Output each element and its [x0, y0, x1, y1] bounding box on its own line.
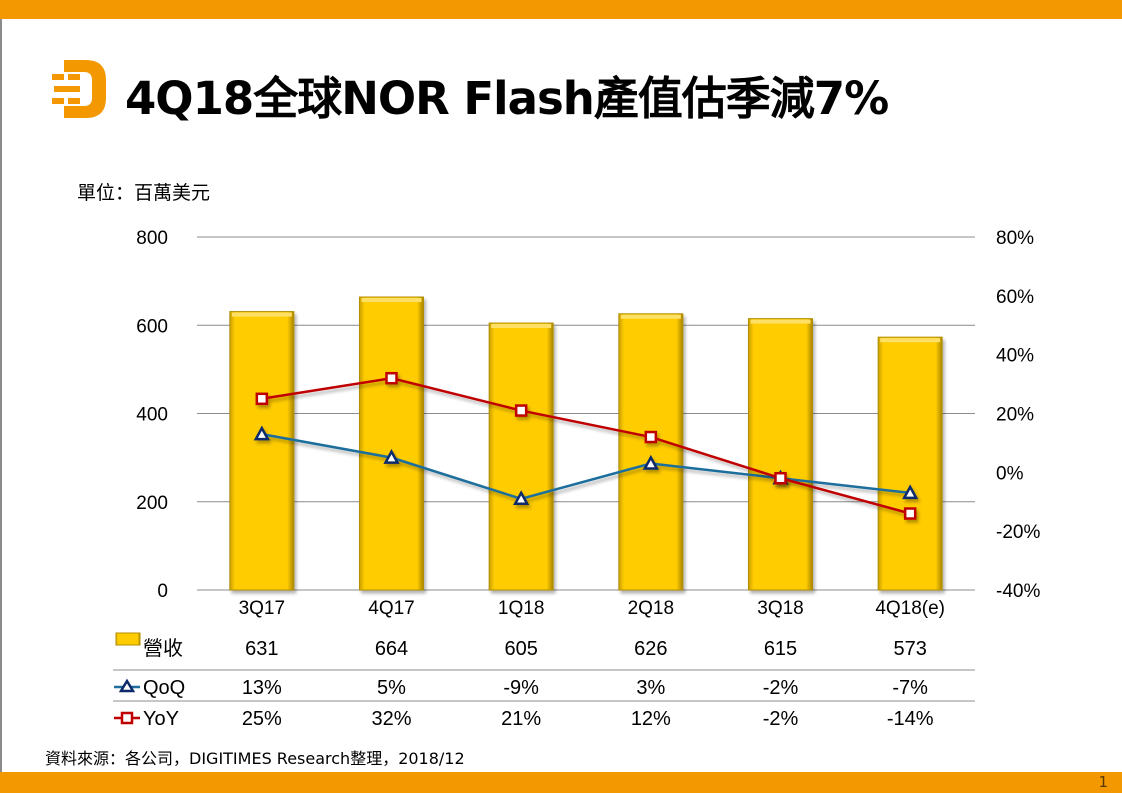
- yoy-point: [385, 371, 398, 385]
- table-cell-: 605: [504, 638, 537, 660]
- table-cell-qoq: 13%: [242, 677, 282, 699]
- y2-axis-tick-label: 60%: [996, 287, 1034, 308]
- legend-label-revenue: 營收: [143, 636, 183, 660]
- yoy-line: [261, 376, 911, 515]
- page-title: 4Q18全球NOR Flash產值估季減7%: [125, 72, 889, 125]
- bar: [748, 318, 813, 591]
- x-axis-tick-label: 4Q17: [368, 598, 414, 619]
- bar-top-bevel: [361, 298, 422, 303]
- table-cell-: 615: [764, 638, 797, 660]
- series-yoy: [255, 371, 917, 520]
- bar: [359, 296, 424, 591]
- table-cell-yoy: -2%: [763, 708, 799, 730]
- top-accent-bar: [0, 0, 1122, 19]
- x-axis-tick-label: 2Q18: [628, 598, 674, 619]
- bar-top-bevel: [231, 312, 292, 317]
- bar: [618, 313, 684, 591]
- bar: [488, 322, 554, 591]
- page-number: 1: [1098, 773, 1108, 791]
- axes: 0 200 400 600 800 -40% -20% 0% 20% 40% 60% 80% 3Q17 4…: [136, 228, 1040, 619]
- y-axis-tick-label: 200: [136, 493, 168, 514]
- qoq-point: [902, 484, 919, 500]
- data-table: 營收 QoQ YoY 631 664 605 626 615 573 13% 5% -9% 3% -2% -…: [113, 632, 975, 730]
- yoy-point: [903, 507, 917, 520]
- bar-top-bevel: [620, 314, 681, 319]
- unit-label: 單位：百萬美元: [77, 182, 211, 204]
- bar-top-bevel: [750, 319, 811, 324]
- table-cell-qoq: -9%: [503, 677, 539, 699]
- legend-yoy-square-icon: [120, 711, 134, 725]
- yoy-point: [644, 430, 658, 444]
- gridlines: [197, 236, 975, 591]
- qoq-line: [261, 432, 911, 501]
- y2-axis-tick-label: 0%: [996, 463, 1024, 484]
- qoq-point: [253, 425, 270, 441]
- bar-group: [618, 313, 684, 591]
- legend-label-qoq: QoQ: [143, 677, 185, 699]
- table-cell-qoq: -2%: [763, 677, 799, 699]
- bar: [229, 311, 295, 591]
- table-cell-yoy: -14%: [887, 708, 934, 730]
- y-axis-tick-label: 400: [136, 405, 168, 426]
- bottom-accent-bar: [0, 772, 1122, 793]
- qoq-point: [383, 449, 400, 464]
- table-cell-: 573: [893, 638, 926, 660]
- x-axis-tick-label: 3Q18: [757, 598, 803, 619]
- left-border: [0, 19, 2, 772]
- yoy-point: [514, 404, 528, 417]
- bar-group: [748, 318, 813, 591]
- x-axis-tick-label: 1Q18: [498, 598, 544, 619]
- table-cell-yoy: 25%: [242, 708, 282, 730]
- yoy-point: [774, 471, 787, 485]
- legend-qoq-triangle-icon: [118, 678, 136, 693]
- y-axis-tick-label: 600: [136, 316, 168, 337]
- y2-axis-tick-label: 80%: [996, 228, 1034, 249]
- table-cell-yoy: 21%: [501, 708, 541, 730]
- bar-group: [488, 322, 554, 591]
- digitimes-d-logo-icon: [52, 60, 106, 118]
- y2-axis-tick-label: -20%: [996, 522, 1040, 543]
- bar-group: [359, 296, 424, 591]
- table-cell-: 664: [375, 638, 408, 660]
- qoq-point: [642, 454, 659, 470]
- y-axis-tick-label: 800: [136, 228, 168, 249]
- bar-group: [877, 336, 943, 591]
- table-cell-qoq: 5%: [377, 677, 406, 699]
- x-axis-tick-label: 3Q17: [239, 598, 285, 619]
- x-axis-tick-label: 4Q18(e): [875, 598, 945, 619]
- table-cell-yoy: 12%: [631, 708, 671, 730]
- bar-group: [229, 311, 295, 591]
- table-cell-qoq: 3%: [636, 677, 665, 699]
- table-cell-: 626: [634, 638, 667, 660]
- table-cell-qoq: -7%: [892, 677, 928, 699]
- y-axis-tick-label: 0: [157, 581, 168, 602]
- table-cell-yoy: 32%: [371, 708, 411, 730]
- source-note: 資料來源：各公司，DIGITIMES Research整理，2018/12: [45, 749, 465, 768]
- legend-bar-key-icon: [115, 632, 141, 646]
- lines: [253, 371, 919, 520]
- bar-top-bevel: [880, 338, 941, 343]
- y2-axis-tick-label: 40%: [996, 346, 1034, 367]
- series-qoq: [253, 425, 919, 506]
- bar: [877, 336, 943, 591]
- y2-axis-tick-label: -40%: [996, 581, 1040, 602]
- legend-label-yoy: YoY: [143, 708, 179, 730]
- yoy-point: [255, 392, 269, 406]
- table-cell-: 631: [245, 638, 278, 660]
- y2-axis-tick-label: 20%: [996, 405, 1034, 426]
- bar-top-bevel: [491, 324, 552, 329]
- bars: [229, 296, 943, 591]
- qoq-point: [513, 490, 530, 506]
